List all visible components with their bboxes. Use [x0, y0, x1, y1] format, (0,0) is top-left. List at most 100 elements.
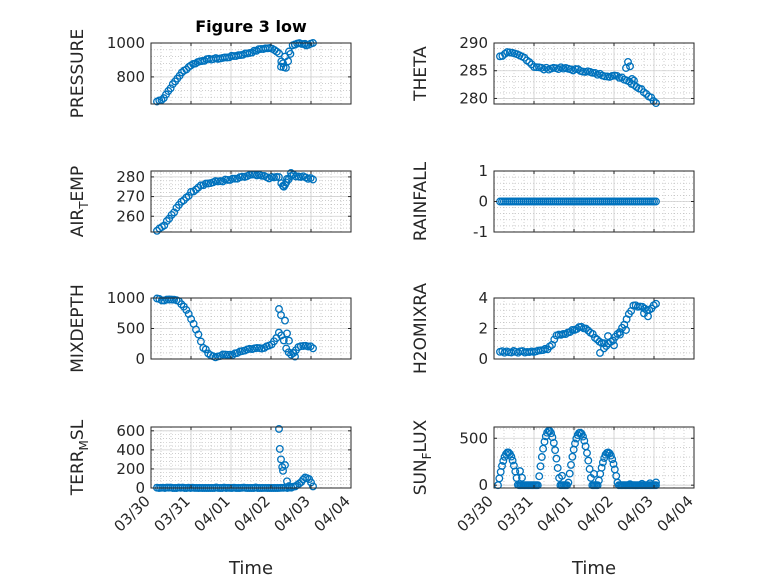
data-point: [499, 456, 508, 465]
data-point: [309, 175, 317, 184]
data-point: [285, 482, 293, 491]
y-tick-label: 200: [116, 460, 145, 478]
data-point: [184, 191, 193, 200]
data-point: [231, 174, 239, 183]
data-point: [580, 436, 589, 445]
data-point: [549, 438, 558, 447]
data-point: [644, 312, 652, 321]
data-point: [518, 473, 526, 482]
x-tick-label: 04/03: [271, 492, 314, 535]
data-point: [551, 446, 560, 455]
data-point: [565, 469, 574, 478]
x-tick-label: 04/01: [191, 492, 234, 535]
axes-box: [150, 426, 352, 489]
data-point: [162, 217, 171, 225]
x-tick-label: 03/30: [111, 492, 154, 535]
data-point: [609, 459, 618, 468]
data-point: [596, 348, 604, 357]
data-point: [584, 456, 593, 465]
data-point: [579, 432, 587, 441]
y-label-subscript: T: [77, 201, 91, 210]
data-point: [616, 330, 624, 339]
data-point: [157, 96, 166, 105]
data-point: [591, 333, 599, 342]
data-point: [257, 171, 266, 180]
y-tick-label: 1000: [107, 34, 145, 52]
y-tick-label: 800: [116, 68, 145, 86]
y-axis-label: AIRTEMP: [68, 166, 91, 237]
data-point: [624, 57, 632, 66]
data-point: [291, 40, 299, 49]
y-tick-label: 4: [478, 289, 488, 307]
data-point: [537, 453, 546, 461]
axes-box: [493, 42, 695, 105]
y-tick-label: 280: [459, 89, 488, 107]
data-point: [498, 461, 506, 470]
y-tick-label: -1: [473, 223, 488, 241]
axes-box: [150, 42, 352, 105]
data-point: [201, 179, 210, 188]
series-markers: [496, 299, 660, 357]
panel-sunflux: 0 500 SUNFLUX 03/3003/3104/0104/0204/0304/0…: [411, 419, 697, 535]
data-point: [287, 169, 295, 177]
figure-title: Figure 3 low: [195, 17, 307, 36]
xlabel-right: Time: [571, 558, 616, 579]
data-point: [567, 460, 575, 469]
data-point: [283, 329, 291, 338]
data-point: [508, 456, 517, 465]
data-point: [291, 352, 299, 361]
data-point: [194, 330, 203, 339]
series-markers: [153, 39, 317, 106]
data-point: [272, 172, 281, 181]
y-tick-label: 0: [135, 350, 145, 368]
data-point: [532, 63, 541, 72]
data-point: [600, 72, 609, 81]
data-point: [535, 472, 544, 481]
y-tick-label: 260: [116, 207, 145, 225]
data-point: [272, 47, 281, 56]
y-label-end: EMP: [68, 166, 88, 202]
data-point: [167, 210, 176, 219]
x-tick-label: 04/04: [654, 492, 697, 535]
y-tick-label: 280: [116, 168, 145, 186]
data-point: [553, 464, 562, 472]
y-label-main: SUN: [411, 459, 431, 495]
data-point: [301, 39, 309, 48]
data-point: [182, 65, 191, 74]
x-tick-label: 04/04: [311, 492, 354, 535]
x-tick-label: 04/01: [534, 492, 577, 535]
series-markers: [496, 197, 660, 206]
data-point: [566, 328, 575, 336]
data-point: [275, 49, 284, 58]
data-point: [306, 342, 315, 351]
panel-theta: 280 285 290 THETA: [411, 34, 695, 107]
data-point: [568, 452, 577, 461]
data-point: [283, 477, 291, 486]
y-axis-label: THETA: [411, 46, 431, 102]
data-point: [525, 58, 534, 67]
y-label-subscript: M: [77, 440, 91, 450]
data-point: [218, 350, 227, 359]
data-point: [604, 332, 612, 341]
data-point: [309, 344, 317, 353]
data-point: [196, 181, 205, 190]
y-tick-label: 0: [478, 193, 488, 211]
data-point: [610, 341, 618, 350]
data-point: [585, 465, 594, 473]
data-point: [581, 324, 590, 333]
x-tick-label: 04/02: [574, 492, 617, 535]
data-point: [652, 478, 660, 487]
data-point: [590, 469, 598, 478]
y-tick-label: 500: [459, 429, 488, 447]
x-tick-label: 03/31: [494, 492, 537, 535]
data-point: [177, 300, 186, 309]
y-tick-label: 285: [459, 62, 488, 80]
data-point: [571, 439, 579, 448]
data-point: [157, 296, 166, 305]
data-point: [550, 335, 559, 344]
data-point: [593, 481, 602, 490]
x-tick-label: 03/30: [454, 492, 497, 535]
data-point: [283, 174, 291, 183]
data-point: [608, 455, 617, 464]
data-point: [536, 462, 545, 471]
